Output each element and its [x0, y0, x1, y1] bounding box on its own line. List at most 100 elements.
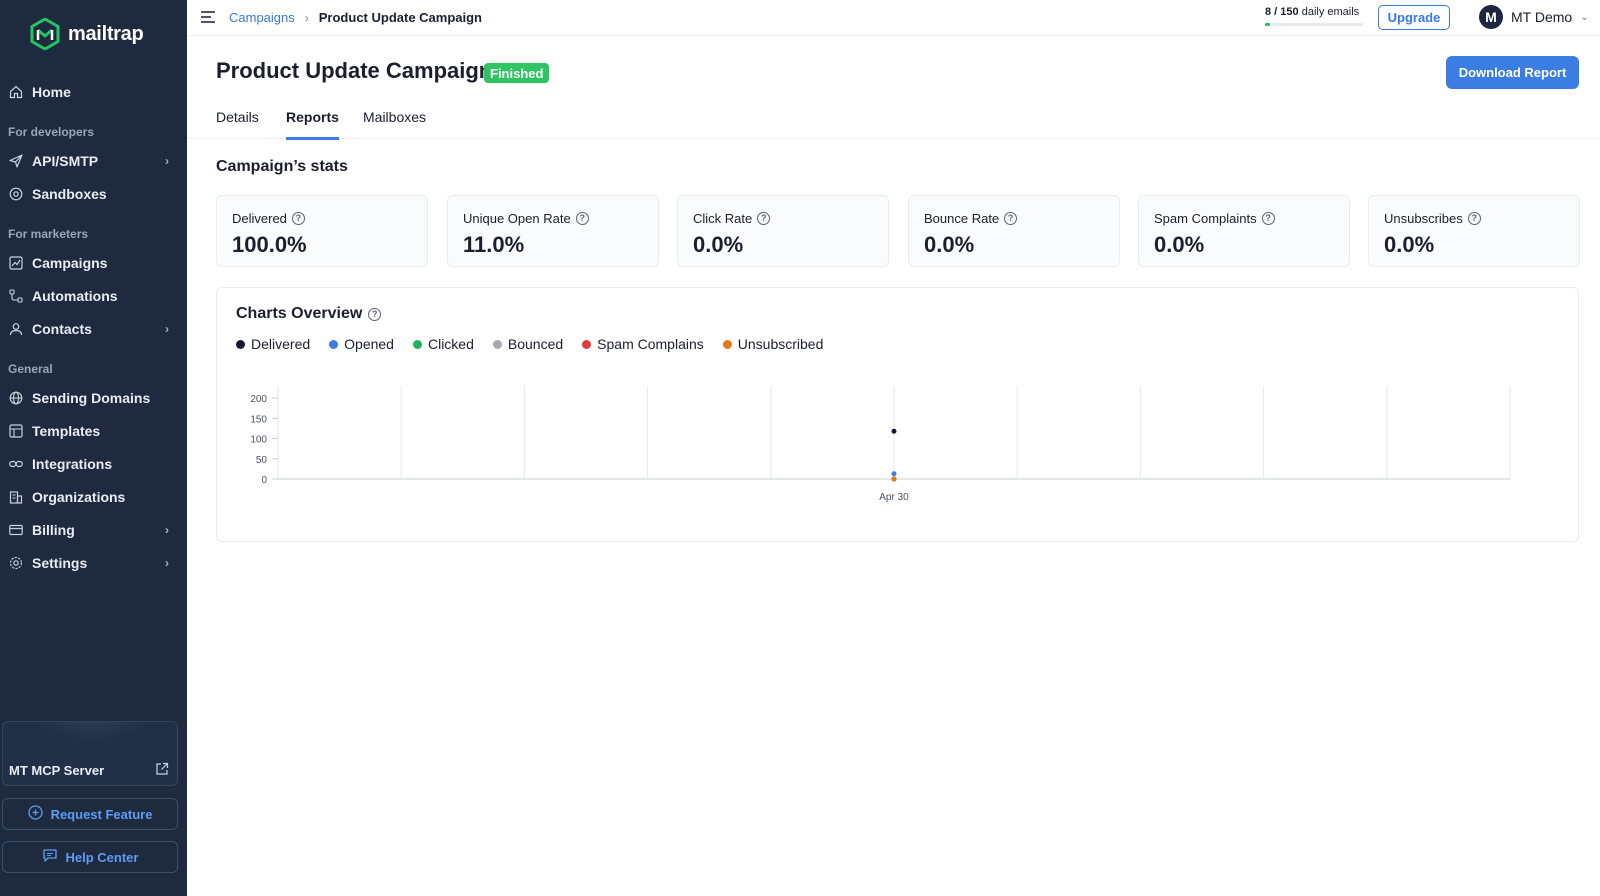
external-link-icon[interactable] — [155, 762, 169, 781]
legend-item-spam-complains[interactable]: Spam Complains — [582, 336, 704, 352]
stat-label: Delivered? — [232, 211, 305, 226]
stat-card-unsubscribes: Unsubscribes? 0.0% — [1368, 195, 1580, 267]
stat-label: Bounce Rate? — [924, 211, 1018, 226]
upgrade-button[interactable]: Upgrade — [1378, 5, 1450, 30]
sidebar-item-label: Integrations — [32, 456, 113, 472]
stat-label-text: Bounce Rate — [924, 211, 1000, 226]
chat-bubble-icon — [42, 848, 58, 866]
quota-total: 150 — [1280, 6, 1299, 18]
help-center-button[interactable]: Help Center — [2, 841, 178, 873]
stat-card-click-rate: Click Rate? 0.0% — [677, 195, 889, 267]
breadcrumb: Campaigns › Product Update Campaign — [229, 10, 482, 25]
help-icon[interactable]: ? — [291, 212, 305, 225]
help-icon[interactable]: ? — [1261, 212, 1275, 225]
sidebar-item-label: Sandboxes — [32, 186, 107, 202]
breadcrumb-separator: › — [304, 10, 309, 25]
sidebar-item-automations[interactable]: Automations — [0, 282, 187, 310]
sidebar-item-label: Sending Domains — [32, 390, 151, 406]
sidebar-item-sandboxes[interactable]: Sandboxes — [0, 180, 187, 208]
tab-reports[interactable]: Reports — [286, 109, 339, 140]
help-icon[interactable]: ? — [757, 212, 771, 225]
legend-dot — [492, 339, 502, 349]
sidebar-item-contacts[interactable]: Contacts › — [0, 315, 187, 343]
legend-item-clicked[interactable]: Clicked — [412, 336, 474, 352]
sidebar-item-templates[interactable]: Templates — [0, 417, 187, 445]
help-icon[interactable]: ? — [1467, 212, 1481, 225]
user-menu[interactable]: M MT Demo ⌄ — [1479, 5, 1589, 29]
stat-value: 0.0% — [693, 232, 744, 257]
quota-suffix: daily emails — [1301, 6, 1360, 18]
home-icon — [8, 84, 24, 100]
globe-icon — [8, 390, 24, 406]
tab-mailboxes[interactable]: Mailboxes — [363, 109, 427, 125]
stat-card-unique-open-rate: Unique Open Rate? 11.0% — [447, 195, 659, 267]
quota-used: 8 — [1265, 6, 1272, 18]
legend-label: Unsubscribed — [737, 336, 824, 352]
y-tick-label: 200 — [250, 394, 267, 405]
sidebar-item-label: Settings — [32, 555, 88, 571]
user-icon — [8, 321, 24, 337]
download-report-button[interactable]: Download Report — [1446, 56, 1579, 89]
chevron-right-icon: › — [165, 556, 169, 570]
legend-dot — [329, 339, 339, 349]
breadcrumb-current: Product Update Campaign — [318, 10, 483, 25]
building-icon — [8, 489, 24, 505]
y-tick-label: 150 — [250, 414, 267, 425]
sidebar-item-label: Home — [32, 84, 71, 100]
sidebar-item-settings[interactable]: Settings › — [0, 549, 187, 577]
quota-progress-fill — [1265, 23, 1271, 26]
sidebar-item-api-smtp[interactable]: API/SMTP › — [0, 147, 187, 175]
sidebar-item-integrations[interactable]: Integrations — [0, 450, 187, 478]
paper-plane-icon — [8, 153, 24, 169]
sidebar-item-label: Automations — [32, 288, 118, 304]
legend-dot — [722, 339, 732, 349]
stat-value: 100.0% — [232, 232, 307, 257]
y-tick-label: 50 — [256, 455, 268, 466]
request-feature-button[interactable]: Request Feature — [2, 798, 178, 830]
chevron-right-icon: › — [165, 523, 169, 537]
template-icon — [8, 423, 24, 439]
legend-dot — [236, 339, 245, 349]
help-icon[interactable]: ? — [1004, 212, 1018, 225]
link-icon — [8, 456, 24, 472]
stat-label-text: Unsubscribes — [1384, 211, 1463, 226]
tab-details[interactable]: Details — [216, 109, 259, 125]
sidebar-item-label: Campaigns — [32, 255, 108, 271]
menu-icon[interactable] — [200, 10, 216, 29]
mcp-server-card[interactable]: MT MCP Server — [2, 721, 178, 786]
legend-label: Opened — [344, 336, 394, 352]
sidebar-item-label: Contacts — [32, 321, 92, 337]
help-icon[interactable]: ? — [575, 212, 589, 225]
legend-label: Delivered — [251, 336, 311, 352]
sidebar-item-label: Organizations — [32, 489, 126, 505]
stat-card-bounce-rate: Bounce Rate? 0.0% — [908, 195, 1120, 267]
legend-item-delivered[interactable]: Delivered — [236, 336, 310, 352]
legend-item-unsubscribed[interactable]: Unsubscribed — [722, 336, 824, 352]
breadcrumb-campaigns-link[interactable]: Campaigns — [229, 10, 295, 25]
mailtrap-logo[interactable]: mailtrap — [30, 18, 144, 50]
daily-email-quota: 8 / 150 daily emails — [1265, 6, 1363, 26]
sidebar-item-campaigns[interactable]: Campaigns — [0, 249, 187, 277]
y-tick-label: 0 — [261, 475, 267, 486]
sidebar-item-home[interactable]: Home — [0, 78, 187, 106]
request-feature-label: Request Feature — [50, 806, 153, 822]
mcp-card-decoration — [33, 722, 153, 742]
stat-label-text: Delivered — [232, 211, 287, 226]
data-point-unsubscribed — [891, 476, 897, 482]
quota-text: 8 / 150 daily emails — [1265, 6, 1360, 18]
stat-label: Click Rate? — [693, 211, 771, 226]
section-title: Campaign’s stats — [216, 158, 348, 175]
sidebar-item-sending-domains[interactable]: Sending Domains — [0, 384, 187, 412]
stat-value: 11.0% — [463, 232, 525, 257]
logo-text: mailtrap — [68, 22, 144, 45]
chart-title: Charts Overview? — [236, 305, 382, 323]
avatar: M — [1479, 5, 1503, 29]
data-point-opened — [891, 471, 897, 477]
sidebar-item-organizations[interactable]: Organizations — [0, 483, 187, 511]
gear-icon — [8, 555, 24, 571]
sidebar-item-billing[interactable]: Billing › — [0, 516, 187, 544]
legend-item-opened[interactable]: Opened — [329, 336, 394, 352]
legend-item-bounced[interactable]: Bounced — [492, 336, 563, 352]
help-center-label: Help Center — [65, 849, 139, 865]
help-icon[interactable]: ? — [368, 307, 382, 321]
